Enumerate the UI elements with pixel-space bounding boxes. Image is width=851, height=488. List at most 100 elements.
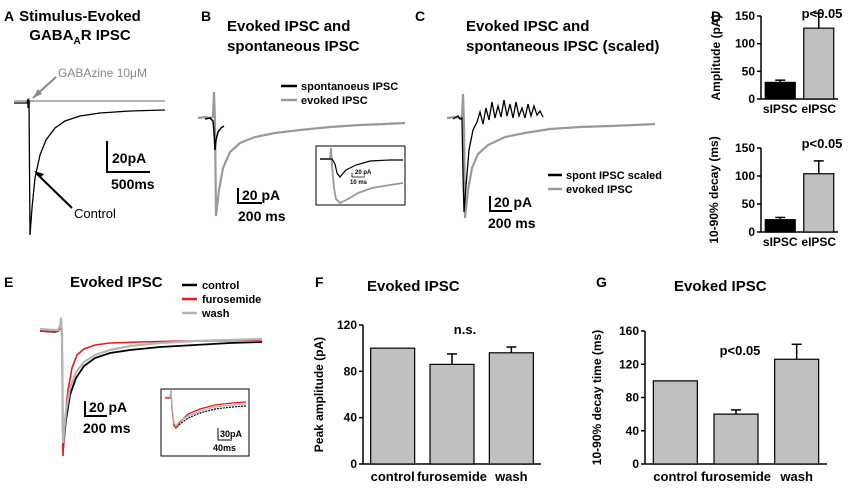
panel-e-legend-wash: wash	[201, 308, 230, 320]
chart-d-top: 0 50 100 150 Amplitude (pA) sIPSC eIPSC p<0.05	[709, 6, 842, 116]
panel-c-spont-trace	[452, 99, 544, 213]
panel-c-scale-x: 200 ms	[488, 215, 536, 231]
x-tick-label-eIPSC: eIPSC	[801, 102, 836, 116]
y-axis-label: Amplitude (pA)	[709, 15, 723, 101]
panel-e-inset-scale-y: 30pA	[220, 429, 243, 439]
y-tick-label: 50	[742, 197, 756, 211]
panel-b-legend-evoked: evoked IPSC	[301, 95, 368, 107]
panel-e: E Evoked IPSC control furosemide wash 20…	[4, 274, 263, 457]
panel-a-control-trace	[14, 98, 166, 236]
panel-a-control-arrowhead	[34, 171, 44, 178]
panel-a-scale-y: 20pA	[112, 150, 146, 166]
panel-a-scalebar	[106, 141, 150, 173]
panel-c-legend-spont: spont IPSC scaled	[566, 170, 662, 182]
x-tick-label-control: control	[371, 469, 415, 484]
panel-a-title-sub: A	[73, 36, 80, 47]
x-tick-label-furosemide: furosemide	[701, 469, 771, 484]
y-tick-label: 150	[735, 9, 755, 23]
y-axis-label: Peak amplitude (pA)	[312, 337, 326, 452]
panel-a-gabazine-arrowhead	[33, 89, 42, 98]
x-tick-label-wash: wash	[494, 469, 528, 484]
x-tick-label-furosemide: furosemide	[417, 469, 487, 484]
panel-b-inset-evoked	[320, 147, 404, 205]
panel-c-scalebar	[489, 196, 512, 212]
bar-sIPSC	[764, 219, 796, 233]
y-axis-label: 10-90% decay (ms)	[707, 136, 721, 243]
significance-annotation: p<0.05	[720, 343, 761, 358]
panel-c-letter: C	[415, 8, 425, 24]
chart-g: 0 40 80 120 160 10-90% decay time (ms) control…	[590, 324, 827, 484]
panel-g: G Evoked IPSC 0 40 80 120 160 10-90% decay ti…	[590, 274, 827, 484]
y-tick-label: 40	[344, 411, 358, 425]
panel-e-scale-y: 20 pA	[89, 399, 127, 415]
bar-sIPSC	[764, 81, 796, 100]
panel-e-scale-x: 200 ms	[83, 420, 131, 436]
panel-c-evoked-trace	[446, 93, 656, 219]
y-tick-label: 0	[350, 457, 357, 471]
panel-a-gabazine-trace	[14, 97, 165, 106]
panel-e-inset-wash	[165, 389, 247, 428]
panel-a-letter: A	[4, 8, 14, 24]
bar-control	[370, 347, 416, 465]
panel-b-spont-trace	[204, 117, 225, 151]
significance-annotation: n.s.	[454, 322, 476, 337]
panel-b-scale-x: 200 ms	[238, 208, 286, 224]
panel-g-title: Evoked IPSC	[674, 278, 767, 295]
y-tick-label: 50	[742, 64, 756, 78]
bar-wash	[488, 352, 534, 465]
panel-a-title-rest: R IPSC	[81, 27, 131, 44]
significance-annotation: p<0.05	[802, 136, 843, 151]
panel-c-legend-evoked: evoked IPSC	[566, 184, 633, 196]
panel-b-inset: 20 pA 10 ms	[315, 145, 406, 206]
panel-e-inset-scalebar	[217, 428, 232, 441]
panel-b-inset-scale-x: 10 ms	[350, 180, 368, 186]
panel-e-inset-scale-x: 40ms	[213, 443, 236, 453]
panel-e-scalebar	[84, 401, 107, 417]
panel-a-title-line1: Stimulus-Evoked	[19, 8, 141, 25]
y-tick-label: 150	[735, 141, 755, 155]
y-tick-label: 120	[619, 357, 639, 371]
panel-c-title-line1: Evoked IPSC and	[466, 18, 589, 35]
y-tick-label: 0	[748, 225, 755, 239]
y-tick-label: 160	[619, 324, 639, 338]
y-tick-label: 0	[632, 457, 639, 471]
y-tick-label: 80	[626, 391, 640, 405]
bar-furosemide	[429, 363, 475, 465]
panel-e-legend-furosemide: furosemide	[202, 294, 261, 306]
panel-d-letter: D	[711, 8, 721, 24]
bar-eIPSC	[803, 27, 835, 100]
panel-a: A Stimulus-Evoked GABAAR IPSC GABAzine 1…	[4, 8, 166, 236]
panel-b-scale-y: 20 pA	[242, 187, 280, 203]
bar-control	[652, 380, 698, 465]
panel-e-legend-control: control	[202, 280, 239, 292]
panel-a-scale-x: 500ms	[111, 176, 155, 192]
bar-furosemide	[713, 413, 759, 465]
panel-b-scalebar	[237, 188, 262, 204]
y-tick-label: 100	[735, 37, 755, 51]
panel-b-inset-scalebar	[351, 173, 365, 178]
panel-b-title-line1: Evoked IPSC and	[227, 18, 350, 35]
panel-e-letter: E	[4, 274, 13, 290]
panel-f-letter: F	[315, 274, 324, 290]
panel-e-title: Evoked IPSC	[70, 274, 163, 291]
x-tick-label-sIPSC: sIPSC	[763, 235, 798, 249]
y-tick-label: 100	[735, 169, 755, 183]
panel-b-title-line2: spontaneous IPSC	[227, 38, 360, 55]
y-tick-label: 80	[344, 364, 358, 378]
panel-b-letter: B	[201, 8, 211, 24]
panel-e-wash-trace	[39, 317, 263, 444]
x-tick-label-sIPSC: sIPSC	[763, 102, 798, 116]
panel-b-inset-scale-y: 20 pA	[355, 170, 372, 176]
panel-g-letter: G	[596, 274, 607, 290]
panel-c-scale-y: 20 pA	[494, 194, 532, 210]
panel-a-control-arrow	[35, 172, 73, 209]
panel-b-legend-spont: spontanoeus IPSC	[301, 81, 398, 93]
panel-a-control-label: Control	[74, 206, 116, 221]
bar-wash	[774, 358, 820, 465]
panel-e-inset: 30pA 40ms	[160, 388, 250, 457]
x-tick-label-control: control	[653, 469, 697, 484]
y-tick-label: 120	[337, 318, 357, 332]
panel-f: F Evoked IPSC 0 40 80 120 Peak amplitude (pA…	[312, 274, 541, 484]
